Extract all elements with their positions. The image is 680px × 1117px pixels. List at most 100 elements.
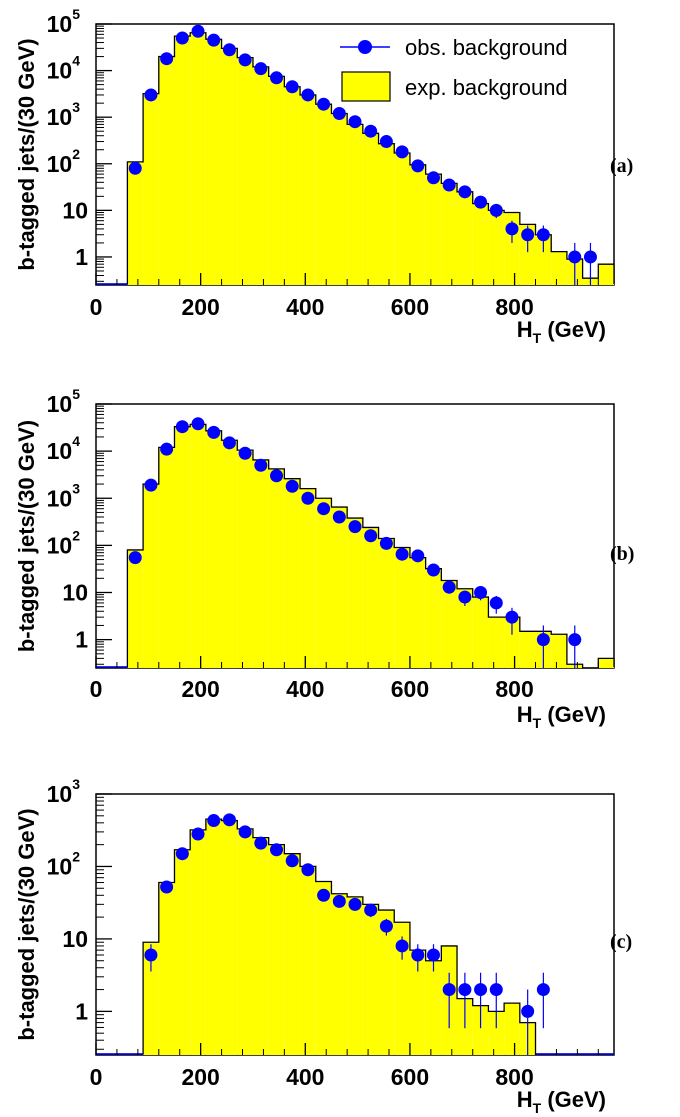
expected-bar [268, 76, 285, 285]
observed-point [222, 813, 236, 827]
expected-bar [441, 580, 458, 668]
panel-label: (c) [610, 931, 632, 953]
y-tick-label: 103 [47, 480, 81, 511]
expected-bar [237, 828, 253, 1055]
observed-point [395, 145, 409, 159]
x-axis-label-main: H [517, 702, 533, 727]
observed-point [426, 948, 440, 962]
expected-bar [409, 557, 426, 668]
legend-observed-marker [358, 40, 372, 54]
expected-bar [190, 32, 206, 285]
x-tick-label: 400 [286, 676, 324, 702]
expected-bar [252, 66, 269, 286]
observed-point [536, 983, 550, 997]
panel-label: (a) [610, 155, 633, 177]
observed-point [254, 62, 268, 76]
observed-point [160, 442, 174, 456]
observed-point [160, 880, 174, 894]
expected-bar [441, 183, 458, 285]
x-axis-label: HT (GeV) [517, 1087, 606, 1116]
y-tick-exponent: 4 [72, 53, 80, 69]
observed-point [489, 596, 503, 610]
x-axis-label-unit: (GeV) [541, 1087, 606, 1112]
observed-point [332, 510, 346, 524]
observed-point [583, 250, 597, 264]
observed-point [442, 580, 456, 594]
expected-bar [127, 549, 144, 668]
legend-expected-label: exp. background [405, 75, 568, 100]
observed-point [364, 529, 378, 543]
observed-point [301, 863, 315, 877]
expected-bar [378, 143, 395, 285]
expected-bar [504, 617, 520, 668]
legend-expected-swatch [341, 71, 391, 102]
y-tick-label: 10 [62, 580, 88, 606]
expected-bar [300, 488, 316, 668]
x-tick-label: 600 [391, 676, 429, 702]
expected-bar [205, 39, 222, 285]
observed-point [474, 983, 488, 997]
observed-point [426, 171, 440, 185]
observed-point [426, 563, 440, 577]
observed-point [458, 983, 472, 997]
y-tick-exponent: 4 [72, 433, 80, 449]
x-axis-label-unit: (GeV) [541, 317, 606, 342]
observed-point [301, 88, 315, 102]
x-tick-label: 400 [286, 1064, 324, 1090]
y-tick-label: 1 [75, 244, 88, 270]
expected-bar [237, 450, 253, 668]
expected-bar [519, 631, 536, 668]
expected-bar [378, 538, 395, 668]
x-axis-label-sub: T [533, 330, 542, 346]
observed-point [270, 71, 284, 85]
expected-bar [394, 547, 410, 668]
observed-point [536, 228, 550, 242]
x-axis-label-main: H [517, 1087, 533, 1112]
panel-label: (b) [610, 543, 634, 565]
y-tick-label: 103 [47, 776, 81, 807]
observed-point [489, 983, 503, 997]
observed-point [270, 469, 284, 483]
y-tick-label: 104 [47, 53, 81, 84]
expected-bar [221, 48, 238, 285]
observed-point [191, 827, 205, 841]
y-axis-label: b-tagged jets/(30 GeV) [14, 808, 39, 1040]
y-axis-label: b-tagged jets/(30 GeV) [14, 38, 39, 270]
expected-bar [315, 104, 332, 286]
observed-point [348, 520, 362, 534]
expected-bar [127, 161, 144, 285]
x-tick-label: 600 [391, 294, 429, 320]
x-tick-label: 0 [90, 676, 103, 702]
observed-point [301, 491, 315, 505]
expected-bar [598, 264, 614, 285]
expected-bar [488, 1011, 505, 1055]
observed-point [238, 446, 252, 460]
y-tick-label: 104 [47, 433, 81, 464]
observed-point [458, 185, 472, 199]
expected-bar [143, 942, 159, 1055]
x-axis-label: HT (GeV) [517, 702, 606, 731]
x-tick-label: 800 [495, 294, 533, 320]
expected-bar [143, 93, 159, 285]
expected-bar [425, 568, 442, 668]
observed-point [395, 939, 409, 953]
expected-bar [362, 133, 379, 285]
y-tick-label: 1 [75, 627, 88, 653]
x-axis-label-sub: T [533, 1100, 542, 1116]
chart-panel-2: 0 200 400 600 800 1 10 102 103 104 105 b-tagged jet… [14, 386, 634, 731]
expected-bar [174, 849, 191, 1055]
expected-bar [268, 844, 285, 1055]
observed-point [332, 894, 346, 908]
expected-bar [598, 658, 614, 668]
expected-bar [174, 36, 191, 286]
y-tick-exponent: 5 [72, 6, 80, 22]
x-tick-label: 600 [391, 1064, 429, 1090]
expected-bar [284, 478, 301, 668]
observed-point [254, 836, 268, 850]
expected-bar [284, 86, 301, 286]
expected-bar [425, 174, 442, 285]
expected-bar [158, 882, 175, 1055]
expected-bar [331, 507, 348, 668]
observed-point [191, 24, 205, 38]
expected-bar [551, 634, 567, 668]
